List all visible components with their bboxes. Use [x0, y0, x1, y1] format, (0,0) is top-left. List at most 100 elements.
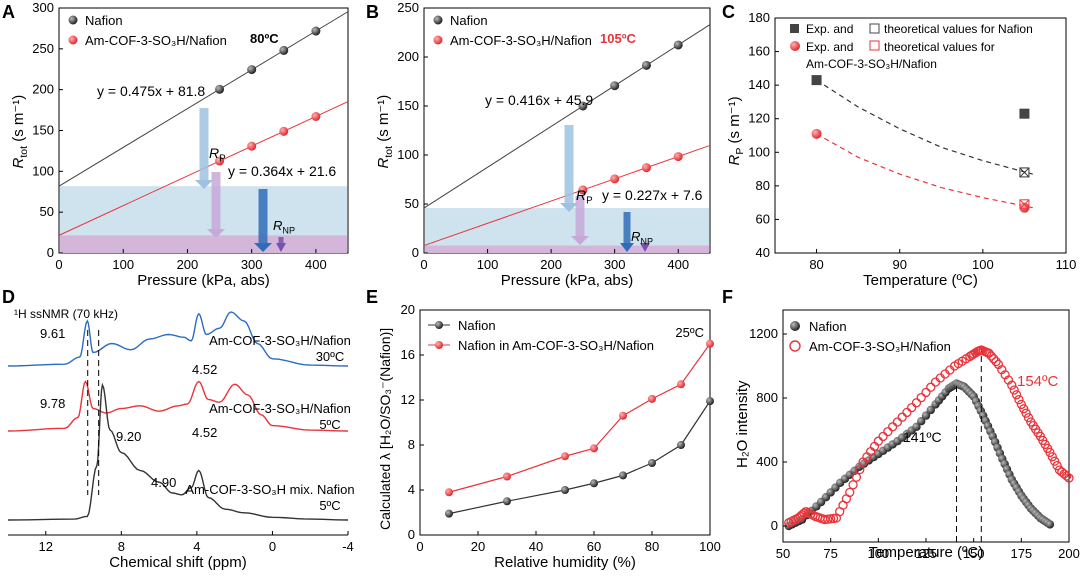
panel-b-ytick-label: 50 — [405, 196, 419, 211]
panel-b-temp: 105ºC — [600, 31, 636, 46]
panel-b-legend-label: Nafion — [450, 13, 488, 28]
panel-c-square — [1019, 108, 1030, 119]
panel-b-xtick-label: 300 — [604, 257, 626, 272]
panel-d-trace-temp: 5ºC — [319, 417, 340, 432]
panel-f-point — [921, 387, 931, 398]
panel-c-legend-theo2 — [869, 40, 880, 51]
panel-f-point — [1045, 447, 1055, 458]
panel-d-peak: 9.20 — [116, 429, 141, 444]
panel-c-legend-label: Exp. and — [806, 40, 853, 54]
panel-f-ytick-label: 1200 — [749, 326, 778, 341]
panel-a-arrow-head — [207, 229, 225, 238]
panel-f-point — [1023, 412, 1034, 423]
panel-c-xtick-label: 110 — [1056, 257, 1077, 272]
panel-d-peak: 9.61 — [40, 326, 65, 341]
panel-e-point — [677, 380, 685, 389]
panel-b-fit-0 — [423, 24, 711, 209]
panel-f-legend-marker — [789, 340, 801, 352]
panel-a-point — [247, 65, 257, 75]
panel-c-ytick-label: 120 — [748, 111, 770, 126]
panel-b-rp-label: RP — [576, 187, 593, 207]
panel-b-arrow-head — [620, 243, 634, 252]
panel-a-point — [279, 45, 289, 55]
panel-f-point — [917, 417, 926, 426]
panel-b-arrow — [564, 125, 574, 204]
panel-c-legend-square — [790, 24, 799, 33]
panel-e-legend-label: Nafion in Am-COF-3-SO₃H/Nafion — [458, 338, 654, 353]
panel-f-point — [912, 422, 921, 431]
panel-c-xtick-label: 90 — [892, 257, 906, 272]
panel-a-xtick-label: 0 — [55, 257, 62, 272]
panel-e-legend-marker — [435, 321, 443, 329]
panel-b-point — [673, 152, 683, 162]
panel-d-peak: 9.78 — [40, 396, 65, 411]
panel-e-frame — [419, 309, 711, 536]
panel-e-ytick-label: 16 — [401, 347, 415, 362]
panel-b-fit-label: y = 0.416x + 45.9 — [485, 92, 593, 108]
panel-f-legend-marker — [790, 321, 800, 331]
panel-a-legend-marker — [68, 15, 78, 25]
panel-f-point — [1045, 520, 1055, 529]
panel-letter-E: E — [366, 287, 378, 307]
panel-a-xtick-label: 100 — [112, 257, 134, 272]
panel-b-ytick-label: 100 — [397, 147, 419, 162]
panel-e-point — [445, 488, 453, 497]
panel-b-legend-marker — [433, 15, 443, 25]
panel-c-frame — [774, 17, 1067, 254]
panel-b-xtick-label: 0 — [420, 257, 427, 272]
panel-c-square — [811, 75, 822, 86]
panel-b-xtick-label: 400 — [667, 257, 689, 272]
panel-a-ytick-label: 200 — [32, 82, 54, 97]
panel-a-point — [247, 141, 257, 151]
panel-f-point — [916, 392, 926, 403]
panel-d-trace-temp: 30ºC — [316, 349, 345, 364]
panel-d-title: ¹H ssNMR (70 kHz) — [14, 307, 118, 321]
panel-a-point — [215, 84, 225, 94]
panel-f-point — [991, 356, 1001, 367]
panel-b-ytick-label: 200 — [397, 49, 419, 64]
panel-a-ylabel: Rtot (s m⁻¹) — [10, 95, 30, 169]
panel-a-xtick-label: 300 — [241, 257, 263, 272]
panel-d-xlabel: Chemical shift (ppm) — [109, 554, 247, 571]
panel-a-ytick-label: 100 — [32, 163, 54, 178]
panel-b-legend-label: Am-COF-3-SO₃H/Nafion — [450, 33, 592, 48]
panel-b-xtick-label: 200 — [540, 257, 562, 272]
panel-a-xlabel: Pressure (kPa, abs) — [137, 272, 270, 289]
panel-a-band — [60, 235, 347, 253]
panel-f-point — [1052, 460, 1062, 471]
panel-a-point — [311, 111, 321, 121]
panel-a-temp: 80ºC — [250, 31, 279, 46]
panel-f-point — [1007, 380, 1017, 390]
panel-f-xtick-label: 125 — [915, 546, 937, 561]
panel-a-point — [279, 126, 289, 136]
panel-letter-C: C — [722, 2, 735, 22]
panel-c-xtick-label: 80 — [809, 257, 823, 272]
panel-e-point — [561, 486, 569, 494]
panel-b-arrow-head — [640, 243, 650, 252]
panel-c-ytick-label: 140 — [748, 77, 770, 92]
panel-f-point — [1009, 385, 1019, 395]
panel-b-band — [425, 245, 709, 253]
panel-f-point — [907, 402, 917, 413]
panel-e-xtick-label: 100 — [699, 539, 721, 554]
panel-f-point — [1016, 399, 1026, 410]
panel-e-ytick-label: 0 — [408, 527, 415, 542]
panel-b-point — [641, 60, 651, 70]
panel-e-line-0 — [448, 400, 711, 515]
panel-e-point — [648, 459, 656, 467]
panel-c-circle — [811, 128, 822, 139]
panel-a-arrow — [278, 237, 284, 244]
panel-f-point — [897, 412, 907, 422]
panel-c-theo — [1019, 167, 1030, 178]
panel-f-point — [799, 508, 809, 518]
panel-f-xtick-label: 150 — [963, 546, 985, 561]
panel-b-arrow — [623, 212, 631, 244]
panel-e-point — [590, 444, 598, 453]
panel-a-arrow — [211, 172, 221, 230]
panel-f-ytick-label: 0 — [771, 518, 778, 533]
panel-letter-D: D — [2, 287, 15, 307]
panel-c-legend-label: Exp. and — [806, 22, 853, 36]
panel-c-theo — [1019, 199, 1030, 210]
panel-f-point — [921, 411, 931, 420]
